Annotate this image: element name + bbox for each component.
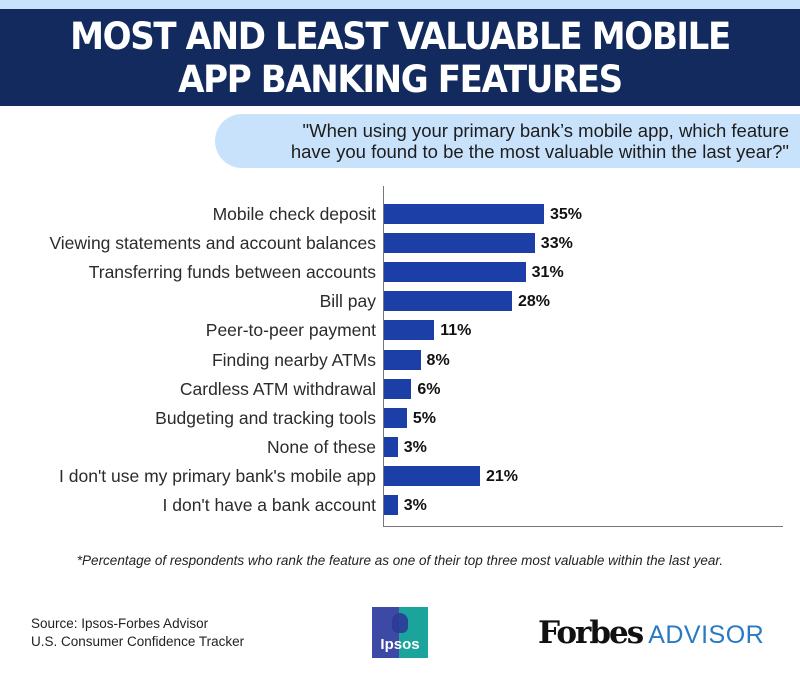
bar-label: I don't have a bank account bbox=[162, 495, 377, 515]
bar-value-label: 5% bbox=[412, 409, 436, 427]
bar-value-label: 33% bbox=[540, 235, 573, 253]
survey-question-bubble: "When using your primary bank’s mobile a… bbox=[215, 114, 800, 168]
bar-label: Finding nearby ATMs bbox=[211, 349, 376, 370]
bar-row: None of these 3% bbox=[0, 436, 800, 457]
bar bbox=[384, 378, 412, 399]
bar-label: I don't use my primary bank's mobile app bbox=[59, 465, 376, 486]
advisor-wordmark: ADVISOR bbox=[648, 621, 765, 649]
bar-value-label: 3% bbox=[403, 497, 427, 514]
bar-value-label: 3% bbox=[403, 438, 427, 456]
source-line2: U.S. Consumer Confidence Tracker bbox=[31, 634, 245, 649]
ipsos-head-icon bbox=[392, 613, 408, 633]
bar-value-label: 35% bbox=[549, 206, 582, 223]
bar-label: Peer-to-peer payment bbox=[205, 320, 376, 341]
bar-value-label: 6% bbox=[417, 380, 441, 398]
forbes-wordmark: Forbes bbox=[538, 615, 644, 651]
footnote: *Percentage of respondents who rank the … bbox=[76, 553, 724, 568]
ipsos-wordmark: Ipsos bbox=[380, 636, 420, 653]
bar bbox=[384, 291, 512, 312]
bar bbox=[384, 465, 480, 486]
bar-value-label: 21% bbox=[485, 467, 518, 485]
top-strip bbox=[0, 0, 800, 9]
bar-label: None of these bbox=[267, 436, 376, 457]
y-axis-line bbox=[383, 186, 384, 527]
bar bbox=[384, 495, 398, 515]
bar bbox=[384, 349, 421, 370]
bar bbox=[384, 233, 535, 254]
bar-label: Cardless ATM withdrawal bbox=[179, 378, 376, 399]
bar-label: Bill pay bbox=[319, 291, 376, 312]
bar-label: Budgeting and tracking tools bbox=[155, 407, 376, 428]
bar-row: Budgeting and tracking tools 5% bbox=[0, 407, 800, 428]
bar bbox=[384, 320, 435, 341]
bar-value-label: 28% bbox=[517, 293, 550, 311]
source-credit: Source: Ipsos-Forbes Advisor U.S. Consum… bbox=[31, 615, 244, 651]
bar-label: Transferring funds between accounts bbox=[88, 262, 376, 283]
bar-row: I don't have a bank account 3% bbox=[0, 495, 800, 515]
bar-value-label: 11% bbox=[440, 322, 472, 340]
bar-row: Mobile check deposit 35% bbox=[0, 204, 800, 224]
chart-title-line2: APP BANKING FEATURES bbox=[178, 58, 623, 101]
bar-row: Bill pay 28% bbox=[0, 291, 800, 312]
bar bbox=[384, 262, 526, 283]
bar bbox=[384, 204, 544, 224]
bar-row: Finding nearby ATMs 8% bbox=[0, 349, 800, 370]
bar-row: Viewing statements and account balances 3… bbox=[0, 233, 800, 254]
bar-label: Mobile check deposit bbox=[212, 204, 376, 224]
source-line1: Source: Ipsos-Forbes Advisor bbox=[31, 616, 209, 631]
title-banner: MOST AND LEAST VALUABLE MOBILE APP BANKI… bbox=[0, 9, 800, 106]
bar-row: Cardless ATM withdrawal 6% bbox=[0, 378, 800, 399]
bar-label: Viewing statements and account balances bbox=[49, 233, 376, 254]
ipsos-logo: Ipsos bbox=[372, 607, 428, 658]
bar bbox=[384, 436, 398, 457]
survey-question-line1: "When using your primary bank’s mobile a… bbox=[302, 120, 789, 141]
bar-chart: Mobile check deposit 35% Viewing statement… bbox=[0, 186, 800, 531]
bar-row: Transferring funds between accounts 31% bbox=[0, 262, 800, 283]
bar-row: Peer-to-peer payment 11% bbox=[0, 320, 800, 341]
chart-title-line1: MOST AND LEAST VALUABLE MOBILE bbox=[70, 15, 731, 58]
bar bbox=[384, 407, 407, 428]
survey-question-line2: have you found to be the most valuable w… bbox=[290, 141, 789, 162]
survey-question: "When using your primary bank’s mobile a… bbox=[291, 120, 789, 162]
x-axis-line bbox=[383, 526, 783, 527]
forbes-advisor-logo: Forbes ADVISOR bbox=[538, 615, 764, 651]
bar-value-label: 8% bbox=[426, 351, 450, 369]
bar-row: I don't use my primary bank's mobile app… bbox=[0, 465, 800, 486]
bar-value-label: 31% bbox=[531, 264, 564, 282]
